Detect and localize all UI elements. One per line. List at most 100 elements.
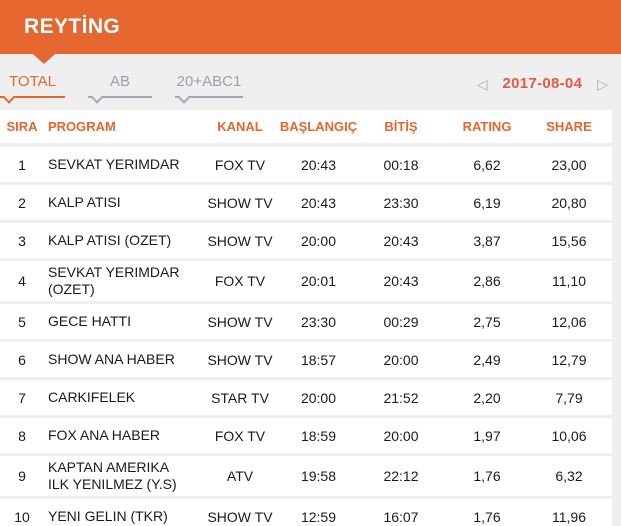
cell-program: GECE HATTI [48, 313, 131, 329]
cell-program: FOX ANA HABER [48, 427, 161, 443]
cell-baslangic: 20:43 [300, 194, 337, 211]
cell-bitis: 23:30 [383, 194, 419, 211]
cell-baslangic: 20:43 [300, 156, 337, 173]
tab-total-label: TOTAL [9, 73, 56, 90]
tab-active-notch [3, 92, 15, 104]
cell-baslangic: 20:01 [300, 273, 337, 289]
cell-bitis: 00:29 [383, 313, 419, 330]
cell-sira: 4 [18, 273, 26, 289]
table-row: 6 SHOW ANA HABER SHOW TV 18:57 20:00 2,49 12,7… [0, 342, 612, 377]
tab-total[interactable]: TOTAL [0, 73, 65, 104]
cell-sira: 7 [18, 389, 26, 406]
cell-rating: 1,97 [473, 427, 501, 444]
cell-bitis: 00:18 [383, 156, 419, 173]
cell-sira: 2 [18, 194, 26, 211]
table-row: 9 KAPTAN AMERIKA ILK YENILMEZ (Y.S) ATV 19:… [0, 456, 612, 496]
title-bar: REYTİNG [0, 0, 621, 54]
cell-sira: 10 [14, 508, 30, 525]
current-date: 2017-08-04 [502, 75, 583, 92]
cell-sira: 3 [18, 232, 26, 249]
cell-program: CARKIFELEK [48, 389, 136, 405]
cell-sira: 6 [18, 351, 26, 368]
table-row: 4 SEVKAT YERIMDAR (OZET) FOX TV 20:01 20:43 2… [0, 261, 612, 301]
next-date-icon[interactable]: ▷ [597, 75, 608, 92]
cell-program: KALP ATISI (OZET) [48, 232, 172, 248]
column-header-rating: RATING [462, 119, 512, 134]
cell-baslangic: 18:59 [300, 427, 337, 444]
tab-notch [91, 92, 103, 104]
column-header-kanal: KANAL [217, 119, 263, 134]
column-header-sira: SIRA [6, 119, 38, 134]
cell-bitis: 20:00 [383, 427, 419, 444]
cell-sira: 5 [18, 313, 26, 330]
prev-date-icon[interactable]: ◁ [476, 75, 488, 92]
table-row: 1 SEVKAT YERIMDAR FOX TV 20:43 00:18 6,62 23,0… [0, 147, 612, 182]
page-title: REYTİNG [24, 15, 121, 38]
cell-share: 10,06 [551, 427, 587, 444]
cell-baslangic: 20:00 [300, 389, 337, 406]
cell-program: YENI GELIN (TKR) [48, 508, 168, 524]
column-header-baslangic: BAŞLANGIÇ [279, 119, 358, 134]
cell-sira: 9 [18, 468, 26, 484]
column-header-share: SHARE [546, 119, 592, 134]
cell-baslangic: 18:57 [300, 351, 337, 368]
cell-share: 23,00 [551, 156, 587, 173]
cell-sira: 8 [18, 427, 26, 444]
table-row: 3 KALP ATISI (OZET) SHOW TV 20:00 20:43 3,87 1… [0, 223, 612, 258]
cell-kanal: ATV [226, 468, 254, 484]
cell-share: 12,06 [551, 313, 587, 330]
cell-bitis: 20:00 [383, 351, 419, 368]
cell-bitis: 22:12 [383, 468, 419, 484]
cell-kanal: FOX TV [214, 427, 266, 444]
table-row: 10 YENI GELIN (TKR) SHOW TV 12:59 16:07 1,76 1… [0, 499, 612, 526]
cell-rating: 2,75 [473, 313, 501, 330]
cell-rating: 2,86 [473, 273, 501, 289]
cell-rating: 2,49 [473, 351, 501, 368]
cell-baslangic: 23:30 [300, 313, 337, 330]
title-bar-pointer [33, 54, 55, 64]
cell-share: 15,56 [551, 232, 587, 249]
cell-kanal: FOX TV [214, 273, 266, 289]
table-row: 7 CARKIFELEK STAR TV 20:00 21:52 2,20 7,79 [0, 380, 612, 415]
tab-ab[interactable]: AB [88, 73, 152, 104]
cell-baslangic: 19:58 [300, 468, 337, 484]
cell-rating: 1,76 [473, 508, 501, 525]
cell-program: SEVKAT YERIMDAR (OZET) [48, 264, 180, 297]
cell-kanal: SHOW TV [207, 508, 273, 525]
cell-bitis: 21:52 [383, 389, 419, 406]
cell-rating: 1,76 [473, 468, 501, 484]
cell-program: SEVKAT YERIMDAR [48, 156, 180, 172]
cell-share: 6,32 [555, 468, 583, 484]
column-header-program: PROGRAM [48, 119, 116, 134]
table-header-row: SIRA PROGRAM KANAL BAŞLANGIÇ BİTİŞ RATIN… [0, 110, 612, 143]
cell-kanal: FOX TV [214, 156, 266, 173]
tabs-bar: TOTAL AB 20+ABC1 ◁ 2017-08-04 ▷ [0, 54, 621, 110]
date-navigation: ◁ 2017-08-04 ▷ [477, 75, 608, 92]
cell-baslangic: 20:00 [300, 232, 337, 249]
tab-notch [178, 92, 190, 104]
ratings-table: SIRA PROGRAM KANAL BAŞLANGIÇ BİTİŞ RATIN… [0, 110, 612, 526]
cell-program: KALP ATISI [48, 194, 121, 210]
cell-kanal: SHOW TV [207, 351, 273, 368]
cell-sira: 1 [18, 156, 26, 173]
tab-20abc1[interactable]: 20+ABC1 [175, 73, 243, 104]
table-row: 2 KALP ATISI SHOW TV 20:43 23:30 6,19 20,80 [0, 185, 612, 220]
cell-rating: 6,19 [473, 194, 501, 211]
table-body: 1 SEVKAT YERIMDAR FOX TV 20:43 00:18 6,62 23,0… [0, 147, 612, 526]
cell-rating: 2,20 [473, 389, 501, 406]
cell-share: 11,96 [552, 508, 586, 525]
column-header-bitis: BİTİŞ [384, 119, 418, 134]
cell-share: 7,79 [555, 389, 583, 406]
cell-baslangic: 12:59 [300, 508, 337, 525]
cell-bitis: 20:43 [383, 273, 419, 289]
cell-share: 20,80 [551, 194, 587, 211]
table-row: 8 FOX ANA HABER FOX TV 18:59 20:00 1,97 10,06 [0, 418, 612, 453]
cell-program: KAPTAN AMERIKA ILK YENILMEZ (Y.S) [48, 459, 177, 492]
cell-bitis: 16:07 [383, 508, 419, 525]
cell-rating: 3,87 [473, 232, 501, 249]
cell-kanal: SHOW TV [207, 313, 273, 330]
cell-kanal: STAR TV [211, 389, 269, 406]
cell-kanal: SHOW TV [207, 232, 273, 249]
cell-share: 11,10 [552, 273, 586, 289]
